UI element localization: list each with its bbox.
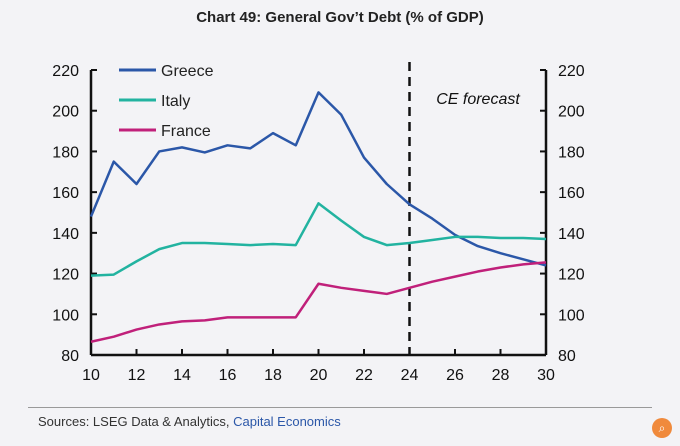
legend-label-france: France <box>161 123 211 140</box>
x-tick-label: 16 <box>219 367 237 384</box>
y-tick-label-left: 80 <box>61 348 79 365</box>
y-tick-label-left: 220 <box>52 63 79 80</box>
x-tick-label: 14 <box>173 367 191 384</box>
footer-divider <box>28 407 652 408</box>
y-tick-label-right: 200 <box>558 104 585 121</box>
series-line-italy <box>90 202 547 277</box>
x-tick-label: 12 <box>128 367 146 384</box>
y-tick-label-right: 100 <box>558 307 585 324</box>
x-tick-label: 10 <box>82 367 100 384</box>
legend-label-italy: Italy <box>161 93 190 110</box>
y-tick-label-right: 160 <box>558 185 585 202</box>
x-tick-label: 18 <box>264 367 282 384</box>
y-tick-label-left: 100 <box>52 307 79 324</box>
x-tick-label: 20 <box>310 367 328 384</box>
sources-note: Sources: LSEG Data & Analytics, Capital … <box>38 414 341 429</box>
x-tick-label: 22 <box>355 367 373 384</box>
y-tick-label-right: 140 <box>558 226 585 243</box>
y-tick-label-left: 120 <box>52 267 79 284</box>
forecast-label: CE forecast <box>436 91 520 108</box>
y-tick-label-right: 120 <box>558 267 585 284</box>
x-tick-label: 30 <box>537 367 555 384</box>
y-tick-label-left: 200 <box>52 104 79 121</box>
series-line-france <box>90 261 547 343</box>
y-tick-label-right: 220 <box>558 63 585 80</box>
y-tick-label-right: 180 <box>558 144 585 161</box>
sources-text: Sources: LSEG Data & Analytics, <box>38 414 234 429</box>
magnify-icon[interactable]: ⌕ <box>652 418 672 438</box>
y-tick-label-right: 80 <box>558 348 576 365</box>
x-tick-label: 26 <box>446 367 464 384</box>
series-line-greece <box>89 91 547 267</box>
x-tick-label: 28 <box>492 367 510 384</box>
y-tick-label-left: 180 <box>52 144 79 161</box>
legend-label-greece: Greece <box>161 63 214 80</box>
y-tick-label-left: 140 <box>52 226 79 243</box>
sources-link: Capital Economics <box>233 414 341 429</box>
chart-title: Chart 49: General Gov’t Debt (% of GDP) <box>196 9 484 26</box>
x-tick-label: 24 <box>401 367 419 384</box>
y-tick-label-left: 160 <box>52 185 79 202</box>
